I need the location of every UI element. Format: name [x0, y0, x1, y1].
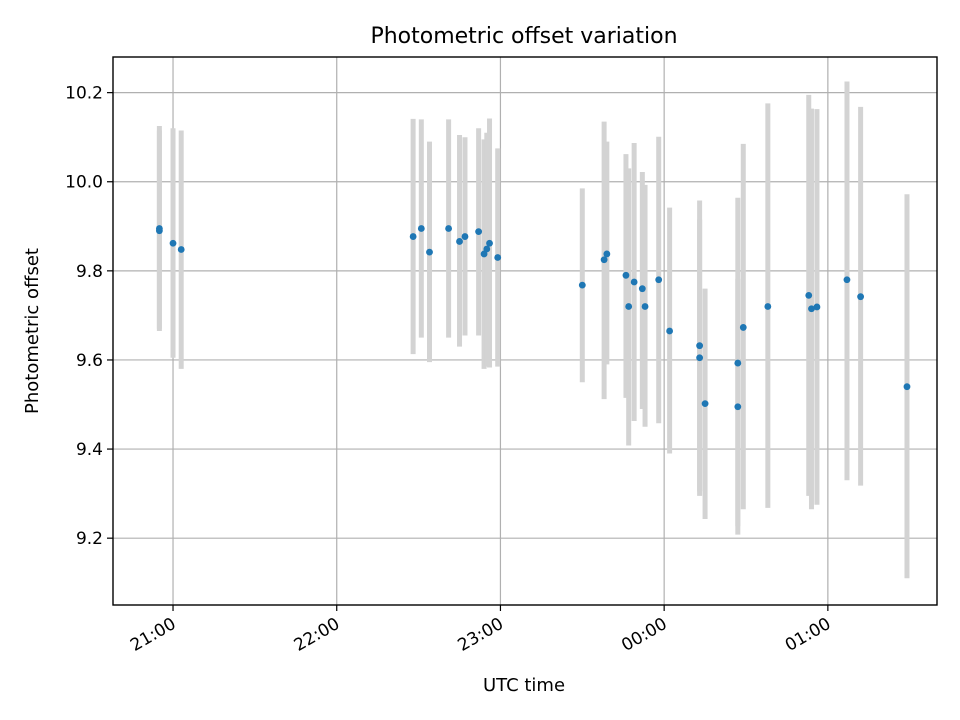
data-point: [456, 238, 463, 245]
data-point: [857, 293, 865, 301]
data-point: [813, 303, 821, 311]
plot-frame: [112, 56, 938, 606]
data-point: [417, 225, 425, 232]
y-axis-label: Photometric offset: [22, 248, 43, 414]
data-point: [600, 256, 608, 264]
data-point: [666, 327, 674, 335]
data-point: [155, 225, 163, 232]
data-point: [734, 403, 742, 411]
data-point: [409, 233, 417, 240]
data-point: [625, 303, 633, 310]
data-point: [603, 250, 611, 258]
data-point: [734, 359, 742, 367]
data-point: [696, 342, 704, 350]
y-tick-label: 9.2: [76, 529, 103, 549]
data-point: [578, 281, 586, 289]
data-point: [445, 225, 453, 232]
data-point: [483, 245, 491, 253]
y-tick-label: 9.8: [76, 262, 103, 282]
data-point: [638, 285, 646, 293]
chart-title: Photometric offset variation: [370, 24, 677, 49]
x-axis-label: UTC time: [483, 675, 565, 696]
data-point: [696, 354, 704, 362]
data-point: [475, 228, 483, 236]
data-point: [764, 303, 772, 310]
grid: [113, 57, 937, 605]
data-point: [701, 400, 709, 408]
data-point: [641, 303, 649, 310]
data-point: [169, 239, 177, 247]
data-point: [486, 239, 493, 247]
data-point: [622, 271, 630, 279]
data-point: [177, 246, 185, 253]
y-tick-label: 9.4: [76, 440, 103, 460]
data-point: [494, 254, 502, 261]
data-point: [426, 248, 433, 256]
y-axis-ticks: 9.2 9.4 9.6 9.8 10.0 10.2: [65, 84, 113, 549]
y-tick-label: 10.2: [65, 84, 103, 104]
data-points: [155, 225, 911, 411]
data-point: [461, 233, 469, 240]
data-point: [655, 276, 663, 284]
data-point: [808, 305, 815, 313]
y-tick-label: 9.6: [76, 351, 103, 371]
data-point: [843, 276, 851, 284]
data-point: [630, 278, 638, 286]
data-point: [903, 383, 911, 391]
data-point: [739, 324, 747, 331]
y-tick-label: 10.0: [65, 173, 103, 193]
data-point: [805, 291, 813, 299]
